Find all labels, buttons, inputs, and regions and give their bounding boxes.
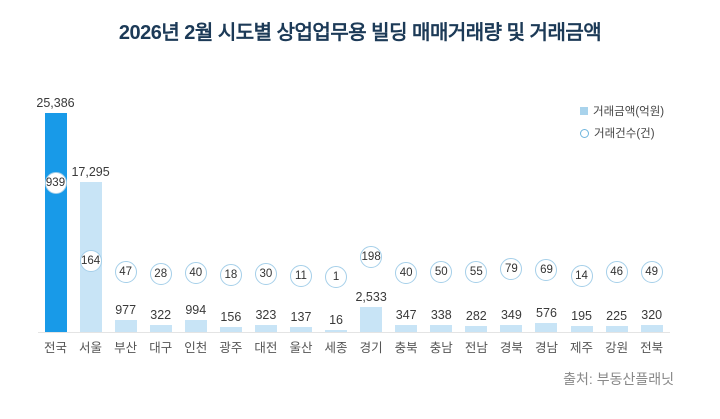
amount-bar-광주 xyxy=(219,326,242,332)
amount-value-label: 994 xyxy=(185,302,207,317)
category-label-경북: 경북 xyxy=(499,341,523,355)
count-marker-강원: 46 xyxy=(605,261,628,284)
amount-bar-경기 xyxy=(360,306,383,332)
category-label-세종: 세종 xyxy=(324,341,348,355)
count-marker-전남: 55 xyxy=(465,260,488,283)
count-marker-경남: 69 xyxy=(535,259,558,282)
amount-value-label: 349 xyxy=(500,308,522,323)
amount-value-label: 977 xyxy=(115,302,137,317)
category-label-충북: 충북 xyxy=(394,341,418,355)
count-marker-대구: 28 xyxy=(149,263,172,286)
category-label-서울: 서울 xyxy=(79,341,103,355)
amount-bar-경남 xyxy=(535,323,558,332)
amount-value-label: 338 xyxy=(430,308,452,323)
count-marker-인천: 40 xyxy=(184,262,207,284)
category-label-제주: 제주 xyxy=(570,341,594,355)
chart-legend: 거래금액(억원) 거래건수(건) xyxy=(580,100,664,144)
category-label-충남: 충남 xyxy=(429,341,453,355)
legend-count-label: 거래건수(건) xyxy=(594,128,655,140)
amount-bar-전남 xyxy=(465,325,488,332)
chart-title: 2026년 2월 시도별 상업업무용 빌딩 매매거래량 및 거래금액 xyxy=(118,22,602,44)
amount-value-label: 225 xyxy=(606,309,628,324)
amount-bar-대전 xyxy=(254,325,277,332)
amount-bar-대구 xyxy=(149,325,172,332)
amount-value-label: 156 xyxy=(220,309,242,324)
legend-amount-label: 거래금액(억원) xyxy=(593,106,665,118)
legend-item-count: 거래건수(건) xyxy=(580,122,664,144)
category-label-경기: 경기 xyxy=(359,341,383,355)
x-axis-line xyxy=(38,332,670,333)
amount-bar-전북 xyxy=(640,325,663,332)
amount-bar-충북 xyxy=(395,325,418,332)
count-marker-광주: 18 xyxy=(219,264,242,287)
count-circle-icon xyxy=(580,128,589,138)
amount-bar-충남 xyxy=(430,325,453,332)
category-label-대구: 대구 xyxy=(149,341,173,355)
source-credit: 출처: 부동산플래닛 xyxy=(563,371,674,387)
amount-swatch-icon xyxy=(580,107,588,115)
amount-value-label: 576 xyxy=(536,306,557,321)
category-label-부산: 부산 xyxy=(114,341,138,355)
amount-bar-인천 xyxy=(184,319,207,332)
amount-value-label: 282 xyxy=(465,308,487,323)
amount-value-label: 2,533 xyxy=(355,289,387,304)
category-label-인천: 인천 xyxy=(184,341,208,355)
count-marker-서울: 164 xyxy=(79,249,102,272)
count-marker-충북: 40 xyxy=(395,262,418,284)
amount-bar-전국 xyxy=(44,113,67,332)
count-marker-제주: 14 xyxy=(570,264,593,287)
amount-bar-제주 xyxy=(570,326,593,332)
count-marker-세종: 1 xyxy=(325,265,348,288)
category-label-전국: 전국 xyxy=(43,341,68,355)
category-label-대전: 대전 xyxy=(254,341,278,355)
amount-bar-울산 xyxy=(289,326,312,332)
category-label-전북: 전북 xyxy=(640,341,664,355)
legend-item-amount: 거래금액(억원) xyxy=(580,100,664,122)
amount-bar-세종 xyxy=(325,330,348,332)
amount-value-label: 16 xyxy=(329,313,343,327)
category-label-전남: 전남 xyxy=(464,341,488,355)
amount-value-label: 25,386 xyxy=(36,96,75,111)
category-label-광주: 광주 xyxy=(219,341,243,355)
amount-value-label: 137 xyxy=(290,309,312,324)
amount-bar-경북 xyxy=(500,325,523,332)
amount-bar-부산 xyxy=(114,319,137,332)
count-marker-대전: 30 xyxy=(254,263,277,285)
amount-value-label: 347 xyxy=(395,308,417,323)
count-marker-충남: 50 xyxy=(430,261,453,283)
count-marker-울산: 11 xyxy=(289,264,312,287)
category-label-강원: 강원 xyxy=(605,341,629,355)
amount-value-label: 195 xyxy=(571,309,592,324)
count-marker-경기: 198 xyxy=(360,246,383,269)
count-marker-전북: 49 xyxy=(640,261,663,284)
count-marker-경북: 79 xyxy=(500,258,523,281)
count-marker-전국: 939 xyxy=(44,172,67,195)
category-label-경남: 경남 xyxy=(534,341,558,355)
category-label-울산: 울산 xyxy=(289,341,313,355)
amount-value-label: 323 xyxy=(255,308,277,323)
count-marker-부산: 47 xyxy=(114,261,137,284)
amount-value-label: 17,295 xyxy=(71,164,110,179)
amount-bar-강원 xyxy=(605,326,628,332)
amount-value-label: 320 xyxy=(641,308,663,323)
amount-value-label: 322 xyxy=(150,308,172,323)
